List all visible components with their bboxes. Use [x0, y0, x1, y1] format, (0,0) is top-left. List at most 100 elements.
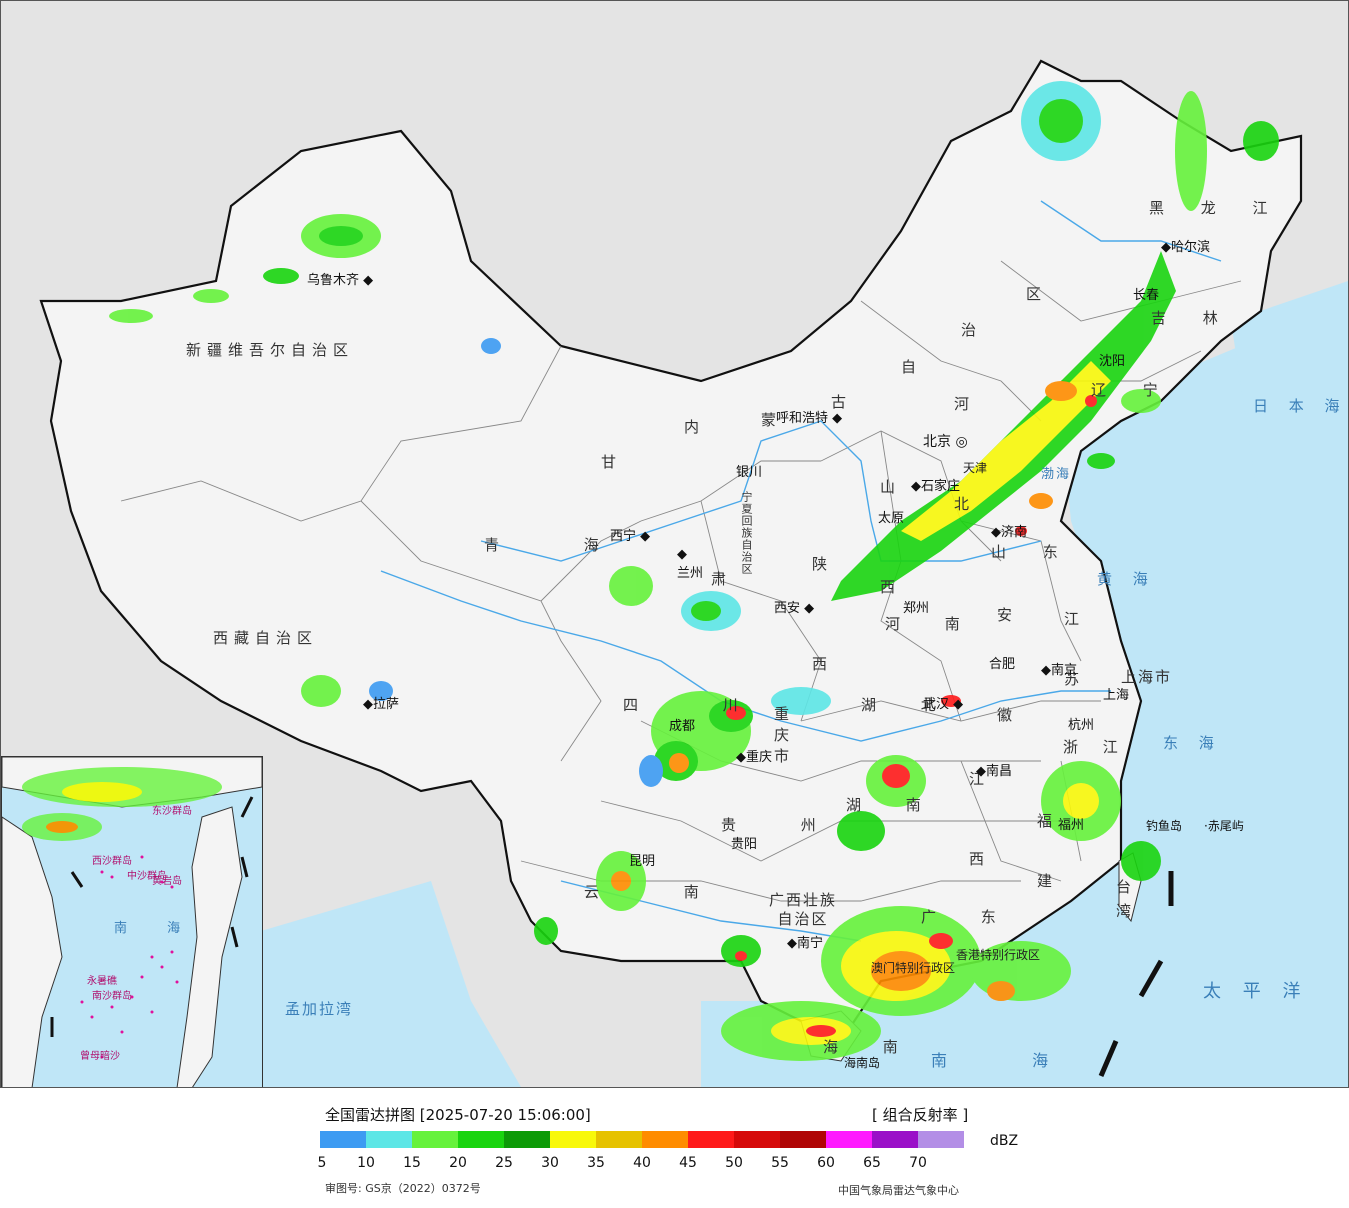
city-name: 重庆: [746, 750, 773, 765]
city-yinchuan: 银川: [736, 461, 762, 480]
city-name: 北京: [923, 434, 951, 450]
legend-tick-label: 65: [863, 1155, 881, 1171]
inset-yongshu: 永暑礁: [87, 976, 117, 987]
region-label-macau: 澳门特别行政区: [871, 961, 956, 975]
region-label-sichuan: 四 川: [623, 696, 778, 714]
city-xining: 西宁 ◆: [610, 529, 651, 544]
legend-tick-label: 5: [317, 1155, 327, 1171]
sea-pacific-label: 太 平 洋: [1203, 981, 1309, 1002]
city-name: 西安: [774, 601, 801, 616]
region-label-anhui: 安 徽: [995, 607, 1013, 762]
radar-echoes: [109, 81, 1279, 1061]
legend-tick-label: 30: [541, 1155, 559, 1171]
region-label-guangdong: 广 东: [921, 908, 1016, 926]
city-name: 南京: [1051, 663, 1078, 678]
sea-east: [701, 301, 1348, 1087]
legend-tick-label: 40: [633, 1155, 651, 1171]
city-name: 哈尔滨: [1171, 240, 1211, 255]
city-name: 南昌: [986, 764, 1013, 779]
city-shijiazhuang: ◆石家庄: [911, 479, 961, 494]
sea-boundary-segments: [1098, 871, 1174, 1077]
city-guiyang: 贵阳: [731, 833, 757, 852]
city-zhengzhou: 郑州: [903, 597, 929, 616]
inset-zengmu: 曾母暗沙: [80, 1051, 120, 1062]
inset-zhongsha: 中沙群岛: [127, 871, 167, 882]
legend-swatch: [366, 1131, 412, 1148]
sea-bengal: [261, 881, 521, 1087]
region-label-hongkong: 香港特别行政区: [956, 948, 1041, 962]
legend-swatch: [734, 1131, 780, 1148]
legend-tick-label: 10: [357, 1155, 375, 1171]
city-name: 钓鱼岛: [1146, 819, 1183, 833]
legend-swatch: [458, 1131, 504, 1148]
inset-dongsha: 东沙群岛: [152, 806, 192, 817]
region-label-chongqing: 重庆市: [772, 706, 790, 769]
legend-tick-label: 35: [587, 1155, 605, 1171]
region-label-shanghai: 上海市: [1121, 668, 1173, 686]
legend-tick-label: 25: [495, 1155, 513, 1171]
city-xian: 西安 ◆: [774, 601, 815, 616]
legend-source: 中国气象局雷达气象中心: [838, 1184, 959, 1197]
legend-swatch: [918, 1131, 964, 1148]
city-name: 银川: [736, 465, 763, 480]
city-name: 杭州: [1068, 718, 1095, 733]
city-jinan: ◆济南: [991, 525, 1028, 540]
city-name: 福州: [1058, 818, 1085, 833]
legend-tick-label: 70: [909, 1155, 927, 1171]
radar-map: 新疆维吾尔自治区 西藏自治区 青 海 甘 肃 内 蒙 古 自 治 区 黑 龙 江…: [0, 0, 1349, 1088]
sea-japan-label: 日 本 海: [1253, 397, 1348, 415]
legend-swatch: [826, 1131, 872, 1148]
region-label-hainan: 海 南: [823, 1038, 918, 1056]
city-name: 西宁: [610, 529, 637, 544]
city-beijing: 北京 ◎: [923, 434, 968, 450]
region-label-neimenggu-5: 治: [961, 321, 983, 339]
region-label-hebei: 河 北: [952, 396, 970, 551]
region-label-liaoning: 辽 宁: [1091, 381, 1174, 399]
legend: 全国雷达拼图 [2025-07-20 15:06:00] [ 组合反射率 ] d…: [0, 1088, 1349, 1208]
sea-bohai-label: 渤海: [1041, 467, 1072, 482]
region-label-qinghai: 青 海: [484, 536, 639, 554]
region-label-xizang: 西藏自治区: [213, 629, 319, 647]
city-name: 贵阳: [731, 837, 758, 852]
city-fuzhou: 福州: [1058, 814, 1084, 833]
region-label-hubei: 湖 北: [861, 696, 956, 714]
south-china-sea-inset: 中沙群岛 黄岩岛 西沙群岛 南沙群岛 永暑礁 曾母暗沙 东沙群岛 南 海: [1, 756, 263, 1087]
sea-japan: [1231, 281, 1348, 521]
city-wuhan: 武汉 ◆: [923, 697, 964, 712]
legend-tick-label: 60: [817, 1155, 835, 1171]
city-nanning: ◆南宁: [787, 936, 824, 951]
region-label-neimenggu-6: 区: [1026, 285, 1048, 303]
city-nanchang: ◆南昌: [976, 764, 1013, 779]
city-name: 武汉: [923, 697, 950, 712]
sea-bengal-label: 孟加拉湾: [285, 1000, 354, 1018]
region-label-taiwan: 台 湾: [1114, 879, 1132, 920]
legend-title: 全国雷达拼图 [2025-07-20 15:06:00]: [325, 1106, 591, 1124]
region-label-shandong: 山 东: [991, 543, 1074, 561]
region-label-hunan: 湖 南: [846, 796, 941, 814]
legend-swatch: [596, 1131, 642, 1148]
map-canvas: [39, 59, 1348, 1087]
city-name: 乌鲁木齐: [307, 273, 360, 288]
legend-license: 审图号: GS京（2022）0372号: [325, 1182, 481, 1195]
city-name: 石家庄: [921, 479, 961, 494]
city-hangzhou: 杭州: [1068, 714, 1094, 733]
legend-tick-label: 55: [771, 1155, 789, 1171]
city-name: 拉萨: [373, 697, 400, 712]
city-name: 合肥: [989, 657, 1016, 672]
city-name: 上海: [1103, 688, 1130, 703]
legend-swatch: [780, 1131, 826, 1148]
province-borders: [120, 260, 1242, 902]
legend-color-bar: [320, 1131, 964, 1148]
inset-south-sea: 南 海: [114, 921, 199, 936]
legend-tick-label: 20: [449, 1155, 467, 1171]
inset-canvas: [2, 757, 262, 1087]
city-hefei: 合肥: [989, 653, 1015, 672]
region-label-zhejiang: 浙 江: [1063, 738, 1128, 756]
city-nanjing: ◆南京: [1041, 663, 1078, 678]
city-lhasa: ◆拉萨: [363, 697, 400, 712]
legend-tick-label: 15: [403, 1155, 421, 1171]
sea-yellow-label: 黄 海: [1097, 570, 1156, 588]
region-label-gansu-2: 肃: [711, 570, 733, 588]
region-label-guangxi: 广西壮族自治区: [768, 891, 837, 928]
region-label-yunnan: 云 南: [584, 883, 739, 901]
